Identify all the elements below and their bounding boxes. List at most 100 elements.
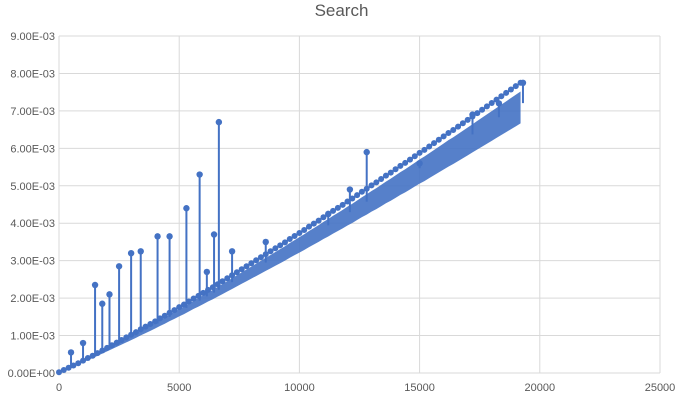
- chart-title: Search: [314, 1, 369, 20]
- y-tick-label: 7.00E-03: [10, 106, 55, 118]
- data-point: [373, 179, 380, 186]
- spike-point: [416, 160, 423, 167]
- data-point: [253, 257, 260, 264]
- data-point: [368, 182, 375, 189]
- spike-point: [127, 249, 135, 257]
- data-point: [339, 201, 346, 208]
- data-point: [440, 133, 447, 140]
- data-point: [431, 140, 438, 147]
- spike-point: [495, 100, 503, 107]
- data-point: [291, 232, 298, 239]
- data-point: [272, 245, 279, 252]
- data-point: [281, 239, 288, 246]
- y-tick-label: 9.00E-03: [10, 31, 55, 43]
- data-point: [507, 86, 514, 93]
- data-point: [354, 192, 361, 199]
- data-point: [483, 103, 490, 110]
- data-point: [488, 100, 495, 107]
- data-point: [248, 260, 255, 267]
- data-point: [301, 226, 308, 233]
- data-point: [161, 312, 168, 319]
- spike-point: [166, 233, 173, 240]
- spike-point: [137, 248, 144, 255]
- spike-point: [79, 339, 87, 347]
- data-point: [402, 159, 409, 166]
- spike-point: [115, 263, 123, 270]
- data-point: [378, 176, 385, 183]
- spike-point: [215, 118, 223, 126]
- data-point: [397, 162, 404, 169]
- spike-point: [91, 281, 99, 289]
- y-tick-label: 8.00E-03: [10, 68, 55, 80]
- data-point: [358, 188, 365, 195]
- data-point: [320, 214, 327, 221]
- data-point: [416, 149, 423, 156]
- data-point: [382, 172, 389, 179]
- data-point: [190, 295, 197, 302]
- spike-point: [154, 233, 161, 240]
- data-point: [56, 369, 62, 376]
- x-tick-label: 10000: [284, 382, 315, 394]
- y-tick-label: 4.00E-03: [10, 218, 55, 230]
- spike-point: [519, 79, 527, 87]
- data-point: [171, 307, 178, 314]
- y-tick-label: 0.00E+00: [8, 368, 55, 380]
- x-tick-label: 20000: [525, 382, 556, 394]
- data-point: [142, 323, 149, 330]
- data-point: [238, 266, 245, 273]
- spike-point: [196, 171, 203, 178]
- data-point: [450, 126, 457, 133]
- series-line: [58, 81, 522, 374]
- data-point: [426, 143, 433, 150]
- data-point: [296, 229, 303, 236]
- spike-point: [363, 148, 370, 156]
- data-point: [147, 320, 154, 327]
- x-tick-label: 15000: [404, 382, 435, 394]
- data-point: [84, 355, 91, 362]
- data-point: [277, 242, 284, 249]
- spike-point: [203, 268, 211, 276]
- data-point: [479, 106, 486, 113]
- data-point: [224, 275, 231, 282]
- data-point: [459, 120, 466, 127]
- data-point: [306, 223, 313, 230]
- spike-point: [183, 205, 190, 212]
- x-tick-label: 25000: [645, 382, 676, 394]
- data-point: [75, 360, 82, 367]
- data-point: [411, 153, 418, 160]
- spike-point: [67, 349, 75, 356]
- y-tick-label: 1.00E-03: [10, 331, 55, 343]
- data-point: [392, 166, 399, 173]
- spike-point: [99, 300, 106, 307]
- x-tick-label: 5000: [167, 382, 191, 394]
- data-point: [60, 367, 67, 374]
- data-point: [243, 263, 250, 270]
- data-point: [512, 83, 519, 90]
- data-point: [334, 204, 341, 211]
- spike-point: [228, 248, 236, 255]
- spike-point: [325, 210, 332, 218]
- spike-point: [262, 238, 269, 246]
- data-point: [445, 129, 452, 136]
- spike-point: [106, 291, 113, 298]
- data-point: [503, 89, 510, 96]
- data-point: [132, 329, 139, 336]
- data-point: [233, 269, 240, 276]
- x-tick-label: 0: [56, 382, 62, 394]
- y-tick-label: 3.00E-03: [10, 256, 55, 268]
- y-tick-label: 2.00E-03: [10, 293, 55, 305]
- data-point: [421, 146, 428, 153]
- spike-point: [469, 111, 476, 118]
- data-point: [464, 116, 471, 123]
- data-point: [387, 169, 394, 176]
- data-point: [200, 289, 207, 296]
- data-point: [330, 207, 337, 214]
- data-point: [219, 278, 226, 285]
- spike-point: [210, 231, 218, 238]
- data-point: [498, 93, 505, 100]
- data-point: [267, 248, 274, 255]
- y-tick-label: 6.00E-03: [10, 143, 55, 155]
- data-point: [315, 217, 322, 224]
